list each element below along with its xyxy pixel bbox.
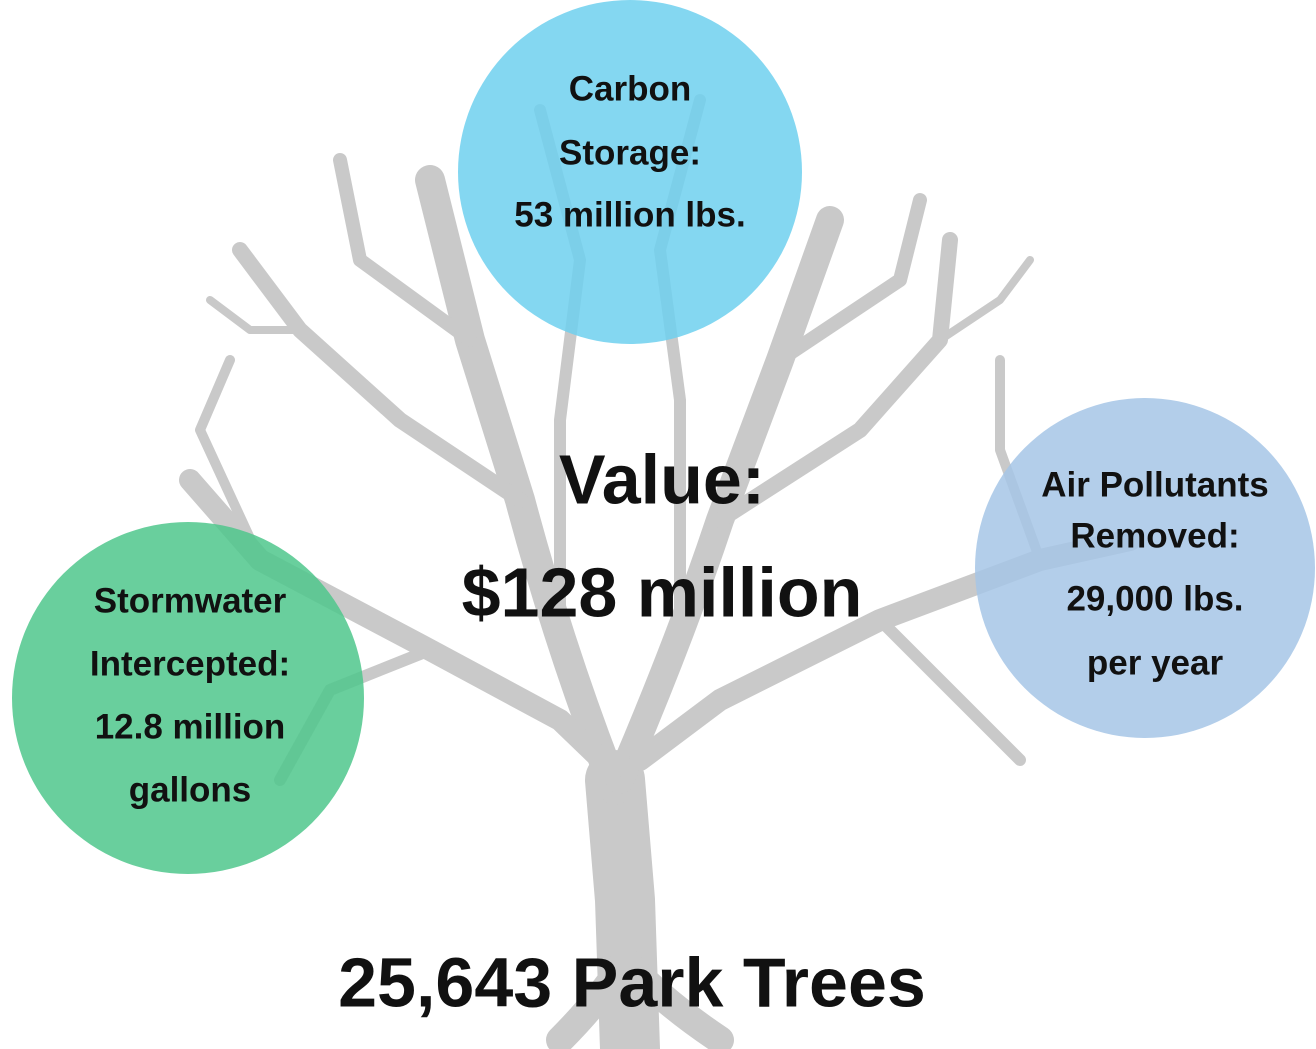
air-text: 29,000 lbs.: [1066, 579, 1243, 618]
stormwater-text: 12.8 million: [95, 707, 286, 746]
air-circle: [975, 398, 1315, 738]
infographic: Carbon Storage: 53 million lbs. Air Poll…: [0, 0, 1316, 1049]
stormwater-text: gallons: [129, 770, 252, 809]
carbon-text: 53 million lbs.: [514, 195, 745, 234]
carbon-text: Storage:: [559, 133, 701, 172]
footer-title: 25,643 Park Trees: [338, 943, 926, 1021]
stormwater-text: Intercepted:: [90, 644, 290, 683]
stormwater-circle: [12, 522, 364, 874]
value-amount: $128 million: [462, 553, 863, 631]
page: Carbon Storage: 53 million lbs. Air Poll…: [0, 0, 1316, 1049]
carbon-text: Carbon: [569, 69, 692, 108]
air-text: Air Pollutants: [1041, 465, 1269, 504]
air-text: per year: [1087, 643, 1224, 682]
air-text: Removed:: [1070, 516, 1239, 555]
value-label: Value:: [559, 440, 765, 518]
stormwater-text: Stormwater: [94, 581, 287, 620]
